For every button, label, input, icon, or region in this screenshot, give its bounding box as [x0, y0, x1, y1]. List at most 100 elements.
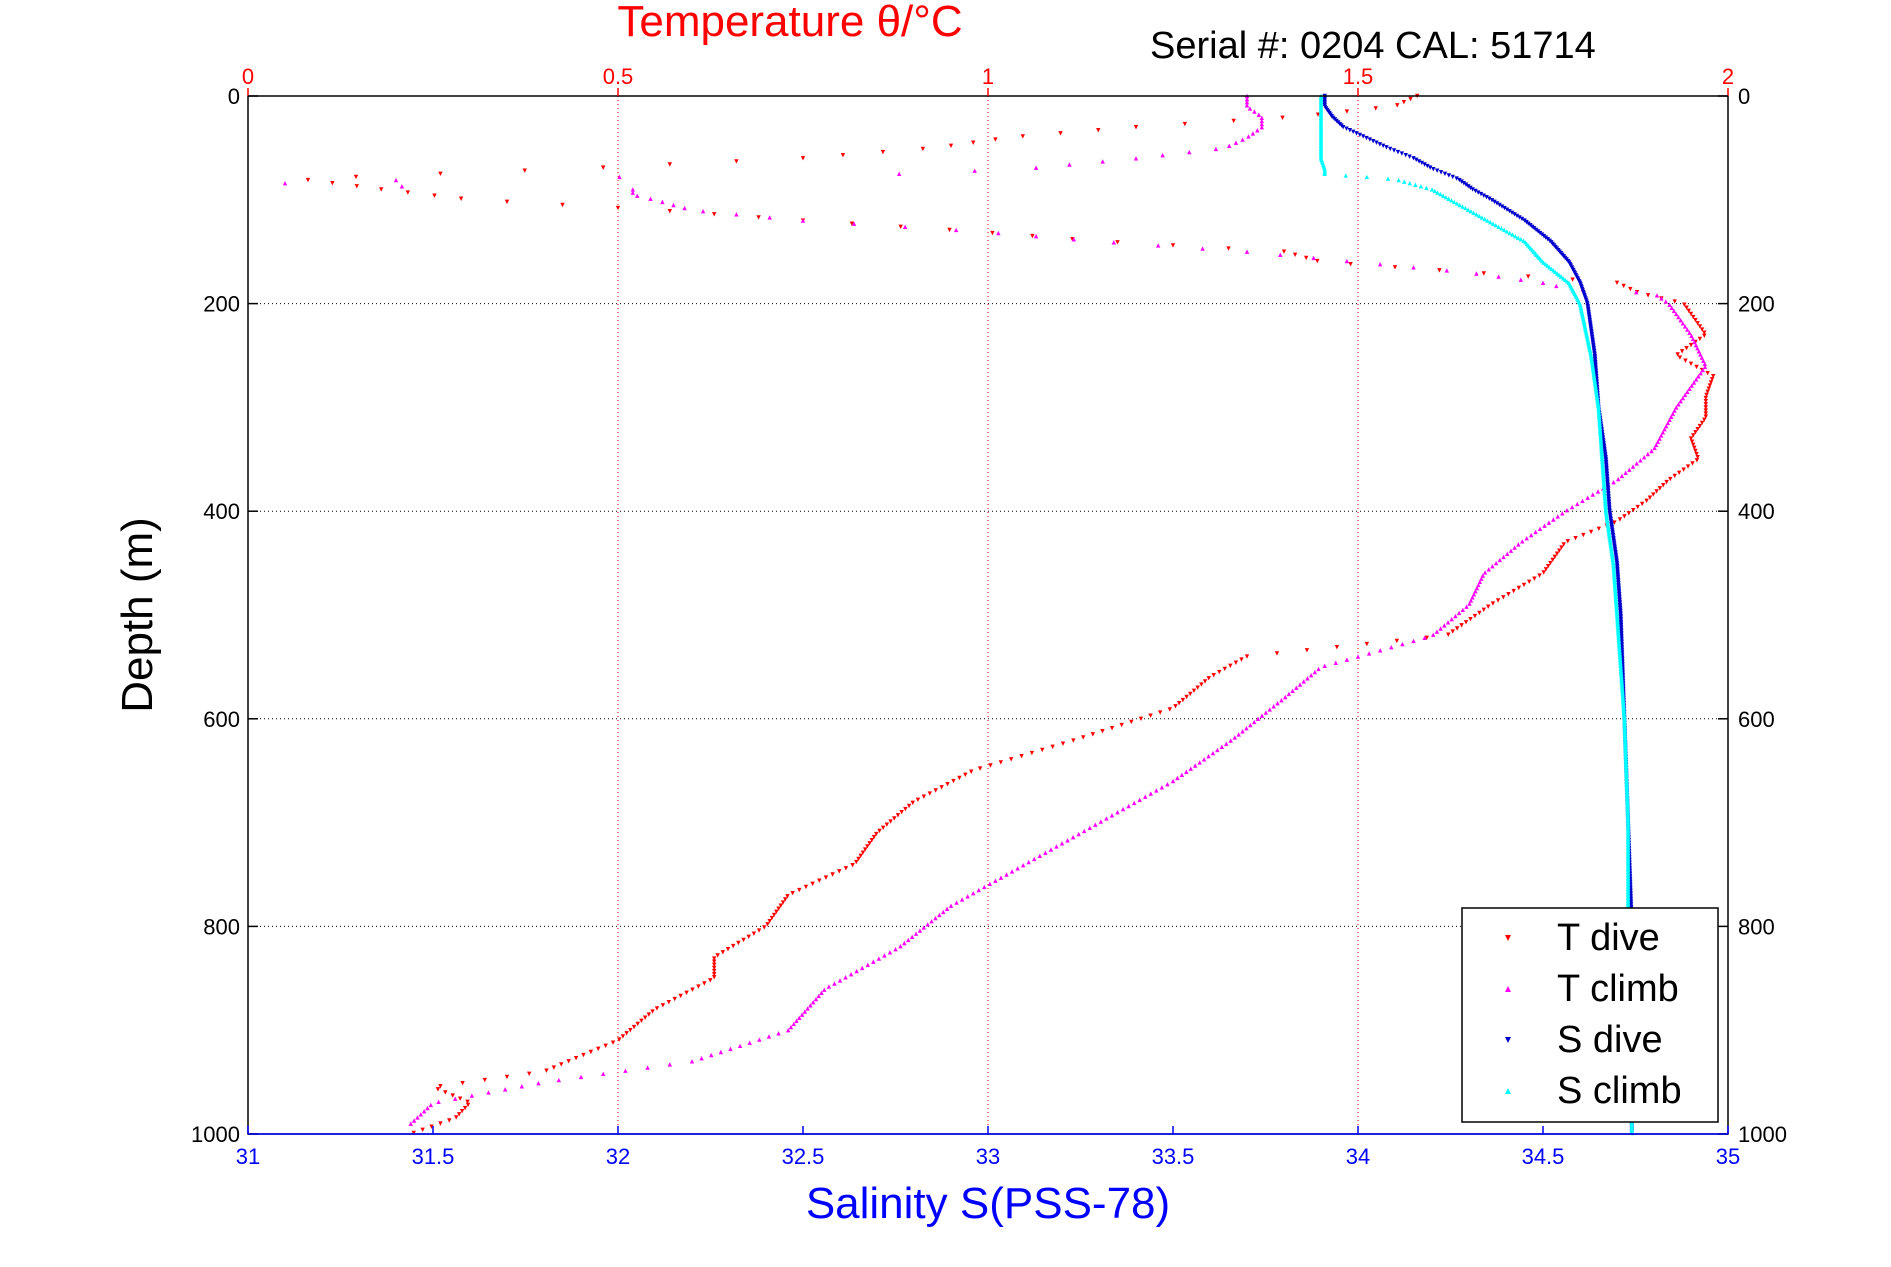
- data-point: [1535, 229, 1541, 234]
- data-point: [1403, 152, 1408, 158]
- data-point: [1689, 333, 1694, 338]
- data-point: [429, 1124, 434, 1129]
- data-point: [1681, 467, 1686, 472]
- data-point: [1688, 342, 1694, 348]
- data-point: [1446, 632, 1451, 637]
- salinity-tick-label: 34: [1346, 1144, 1370, 1169]
- data-point: [305, 177, 311, 183]
- data-point: [1438, 170, 1444, 175]
- data-point: [756, 928, 762, 933]
- grid-lines: [248, 96, 1728, 1134]
- data-point: [1702, 417, 1707, 423]
- data-point: [588, 1049, 594, 1055]
- data-point: [700, 209, 706, 214]
- data-point: [874, 831, 879, 837]
- data-point: [1431, 632, 1436, 637]
- data-point: [1271, 704, 1276, 709]
- data-point: [767, 215, 772, 220]
- data-point: [1504, 229, 1510, 234]
- data-point: [1522, 218, 1527, 223]
- data-point: [1654, 442, 1659, 447]
- data-point: [1440, 193, 1446, 198]
- data-point: [1297, 682, 1303, 687]
- data-point: [871, 959, 876, 964]
- data-point: [504, 199, 510, 205]
- data-point: [1641, 455, 1647, 460]
- depth-tick-label-right: 800: [1738, 914, 1775, 939]
- data-point: [635, 193, 640, 198]
- data-point: [1457, 177, 1462, 183]
- data-point: [799, 1012, 805, 1017]
- data-point: [696, 984, 701, 989]
- data-point: [1071, 738, 1076, 743]
- data-point: [1389, 644, 1394, 650]
- data-point: [854, 968, 859, 974]
- data-point: [1432, 188, 1437, 194]
- data-point: [411, 1118, 417, 1123]
- data-point: [1224, 741, 1229, 746]
- data-point: [1176, 701, 1182, 706]
- data-point: [596, 1046, 601, 1052]
- data-point: [803, 884, 809, 890]
- data-point: [767, 919, 772, 924]
- data-point: [783, 897, 788, 902]
- data-point: [1429, 187, 1435, 192]
- data-point: [408, 1121, 413, 1126]
- data-point: [1671, 308, 1677, 314]
- data-point: [1482, 216, 1487, 222]
- data-point: [453, 1096, 458, 1101]
- serial-annotation: Serial #: 0204 CAL: 51714: [1150, 25, 1596, 67]
- data-point: [860, 965, 865, 971]
- data-point: [1109, 725, 1115, 731]
- data-point: [709, 1052, 714, 1058]
- data-point: [1259, 115, 1264, 120]
- data-point: [1533, 529, 1538, 535]
- data-point: [428, 1102, 433, 1108]
- data-point: [1493, 560, 1499, 566]
- data-point: [1347, 128, 1353, 133]
- data-point: [1687, 330, 1692, 335]
- data-point: [1315, 258, 1320, 264]
- data-point: [840, 152, 846, 158]
- data-point: [1193, 763, 1198, 768]
- data-point: [527, 1071, 532, 1076]
- salinity-tick-label: 32.5: [782, 1144, 825, 1169]
- data-point: [1479, 576, 1484, 581]
- data-point: [1705, 370, 1710, 376]
- data-point: [1685, 464, 1691, 469]
- depth-tick-label-left: 400: [203, 499, 240, 524]
- data-point: [1694, 364, 1699, 370]
- data-point: [1219, 744, 1225, 750]
- data-point: [1364, 174, 1370, 180]
- data-point: [1570, 277, 1575, 282]
- data-point: [1294, 685, 1299, 690]
- data-point: [1419, 160, 1425, 166]
- data-point: [1197, 760, 1202, 765]
- data-point: [1474, 585, 1480, 591]
- data-point: [1281, 249, 1287, 254]
- legend-box: [1461, 907, 1719, 1123]
- data-point: [1461, 180, 1467, 186]
- data-point: [682, 205, 687, 211]
- data-point: [1699, 355, 1705, 360]
- data-point: [1706, 386, 1711, 391]
- data-point: [1692, 445, 1697, 451]
- data-point: [1231, 118, 1236, 124]
- data-point: [925, 922, 930, 927]
- legend-marker: [1505, 935, 1511, 941]
- data-point: [1008, 757, 1014, 762]
- data-point: [1032, 856, 1037, 862]
- data-point: [976, 887, 981, 893]
- data-point: [1647, 495, 1653, 500]
- data-point: [1143, 794, 1148, 799]
- data-point: [902, 224, 908, 229]
- data-point: [1366, 651, 1372, 656]
- data-point: [1699, 327, 1705, 332]
- data-point: [774, 909, 779, 915]
- data-point: [1322, 663, 1327, 669]
- data-point: [1384, 145, 1389, 150]
- data-point: [1182, 121, 1188, 127]
- data-point: [948, 903, 954, 908]
- data-point: [1550, 557, 1555, 563]
